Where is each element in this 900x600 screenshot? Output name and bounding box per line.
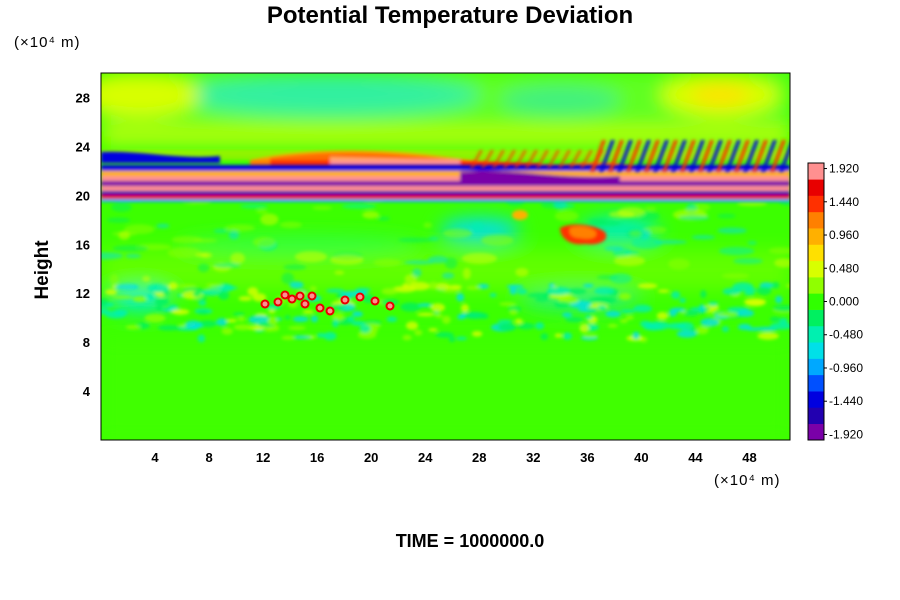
x-tick-label: 4 (151, 450, 159, 465)
y-tick-label: 24 (76, 139, 91, 154)
colorbar-swatch (808, 228, 824, 245)
colorbar-swatch (808, 293, 824, 310)
x-tick-label: 44 (688, 450, 703, 465)
chart-title: Potential Temperature Deviation (266, 2, 634, 29)
x-tick-label: 20 (364, 450, 378, 465)
x-tick-label: 28 (472, 450, 486, 465)
colorbar-label: 1.440 (829, 195, 859, 209)
colorbar-swatch (808, 342, 824, 359)
colorbar-swatch (808, 391, 824, 408)
x-tick-label: 40 (634, 450, 648, 465)
y-axis: 4 8 12 16 20 24 28 (76, 90, 91, 399)
colorbar-label: -1.920 (829, 427, 863, 441)
x-tick-label: 8 (205, 450, 212, 465)
y-tick-label: 12 (76, 286, 90, 301)
colorbar-label: 0.960 (829, 228, 859, 242)
colorbar-label: 0.000 (829, 295, 859, 309)
time-readout: TIME = 1000000.0 (395, 531, 545, 551)
x-axis: 4 8 12 16 20 24 28 32 36 40 44 48 (151, 450, 756, 465)
colorbar-label: -0.960 (829, 361, 863, 375)
colorbar-swatch (808, 325, 824, 343)
x-tick-label: 16 (310, 450, 324, 465)
colorbar-swatch (808, 179, 824, 196)
y-tick-label: 28 (76, 90, 90, 105)
colorbar-label: -1.440 (829, 394, 863, 408)
colorbar-swatch (808, 423, 824, 441)
x-tick-label: 36 (580, 450, 594, 465)
x-tick-label: 12 (256, 450, 270, 465)
colorbar-label: 0.480 (829, 261, 859, 275)
y-axis-unit: (×10⁴ m) (14, 34, 81, 51)
x-tick-label: 48 (742, 450, 756, 465)
contour-field (101, 73, 790, 440)
y-tick-label: 20 (76, 188, 90, 203)
colorbar-swatch (808, 244, 824, 262)
colorbar-label: -0.480 (829, 328, 863, 342)
colorbar-swatch (808, 163, 824, 180)
x-tick-label: 24 (418, 450, 433, 465)
colorbar-swatch (808, 374, 824, 392)
x-axis-unit: (×10⁴ m) (714, 472, 781, 489)
colorbar-label: 1.920 (829, 162, 859, 176)
colorbar-swatch (808, 211, 824, 229)
colorbar-swatch (808, 407, 824, 425)
colorbar-swatch (808, 309, 824, 327)
y-tick-label: 16 (76, 237, 90, 252)
colorbar: 1.920 1.440 0.960 0.480 0.000 -0.480 -0.960 -1.… (807, 162, 863, 441)
colorbar-swatch (808, 277, 824, 294)
y-tick-label: 4 (83, 384, 91, 399)
x-tick-label: 32 (526, 450, 540, 465)
y-tick-label: 8 (83, 335, 90, 350)
colorbar-swatch (808, 195, 824, 213)
colorbar-swatch (808, 358, 824, 376)
colorbar-swatch (808, 260, 824, 278)
